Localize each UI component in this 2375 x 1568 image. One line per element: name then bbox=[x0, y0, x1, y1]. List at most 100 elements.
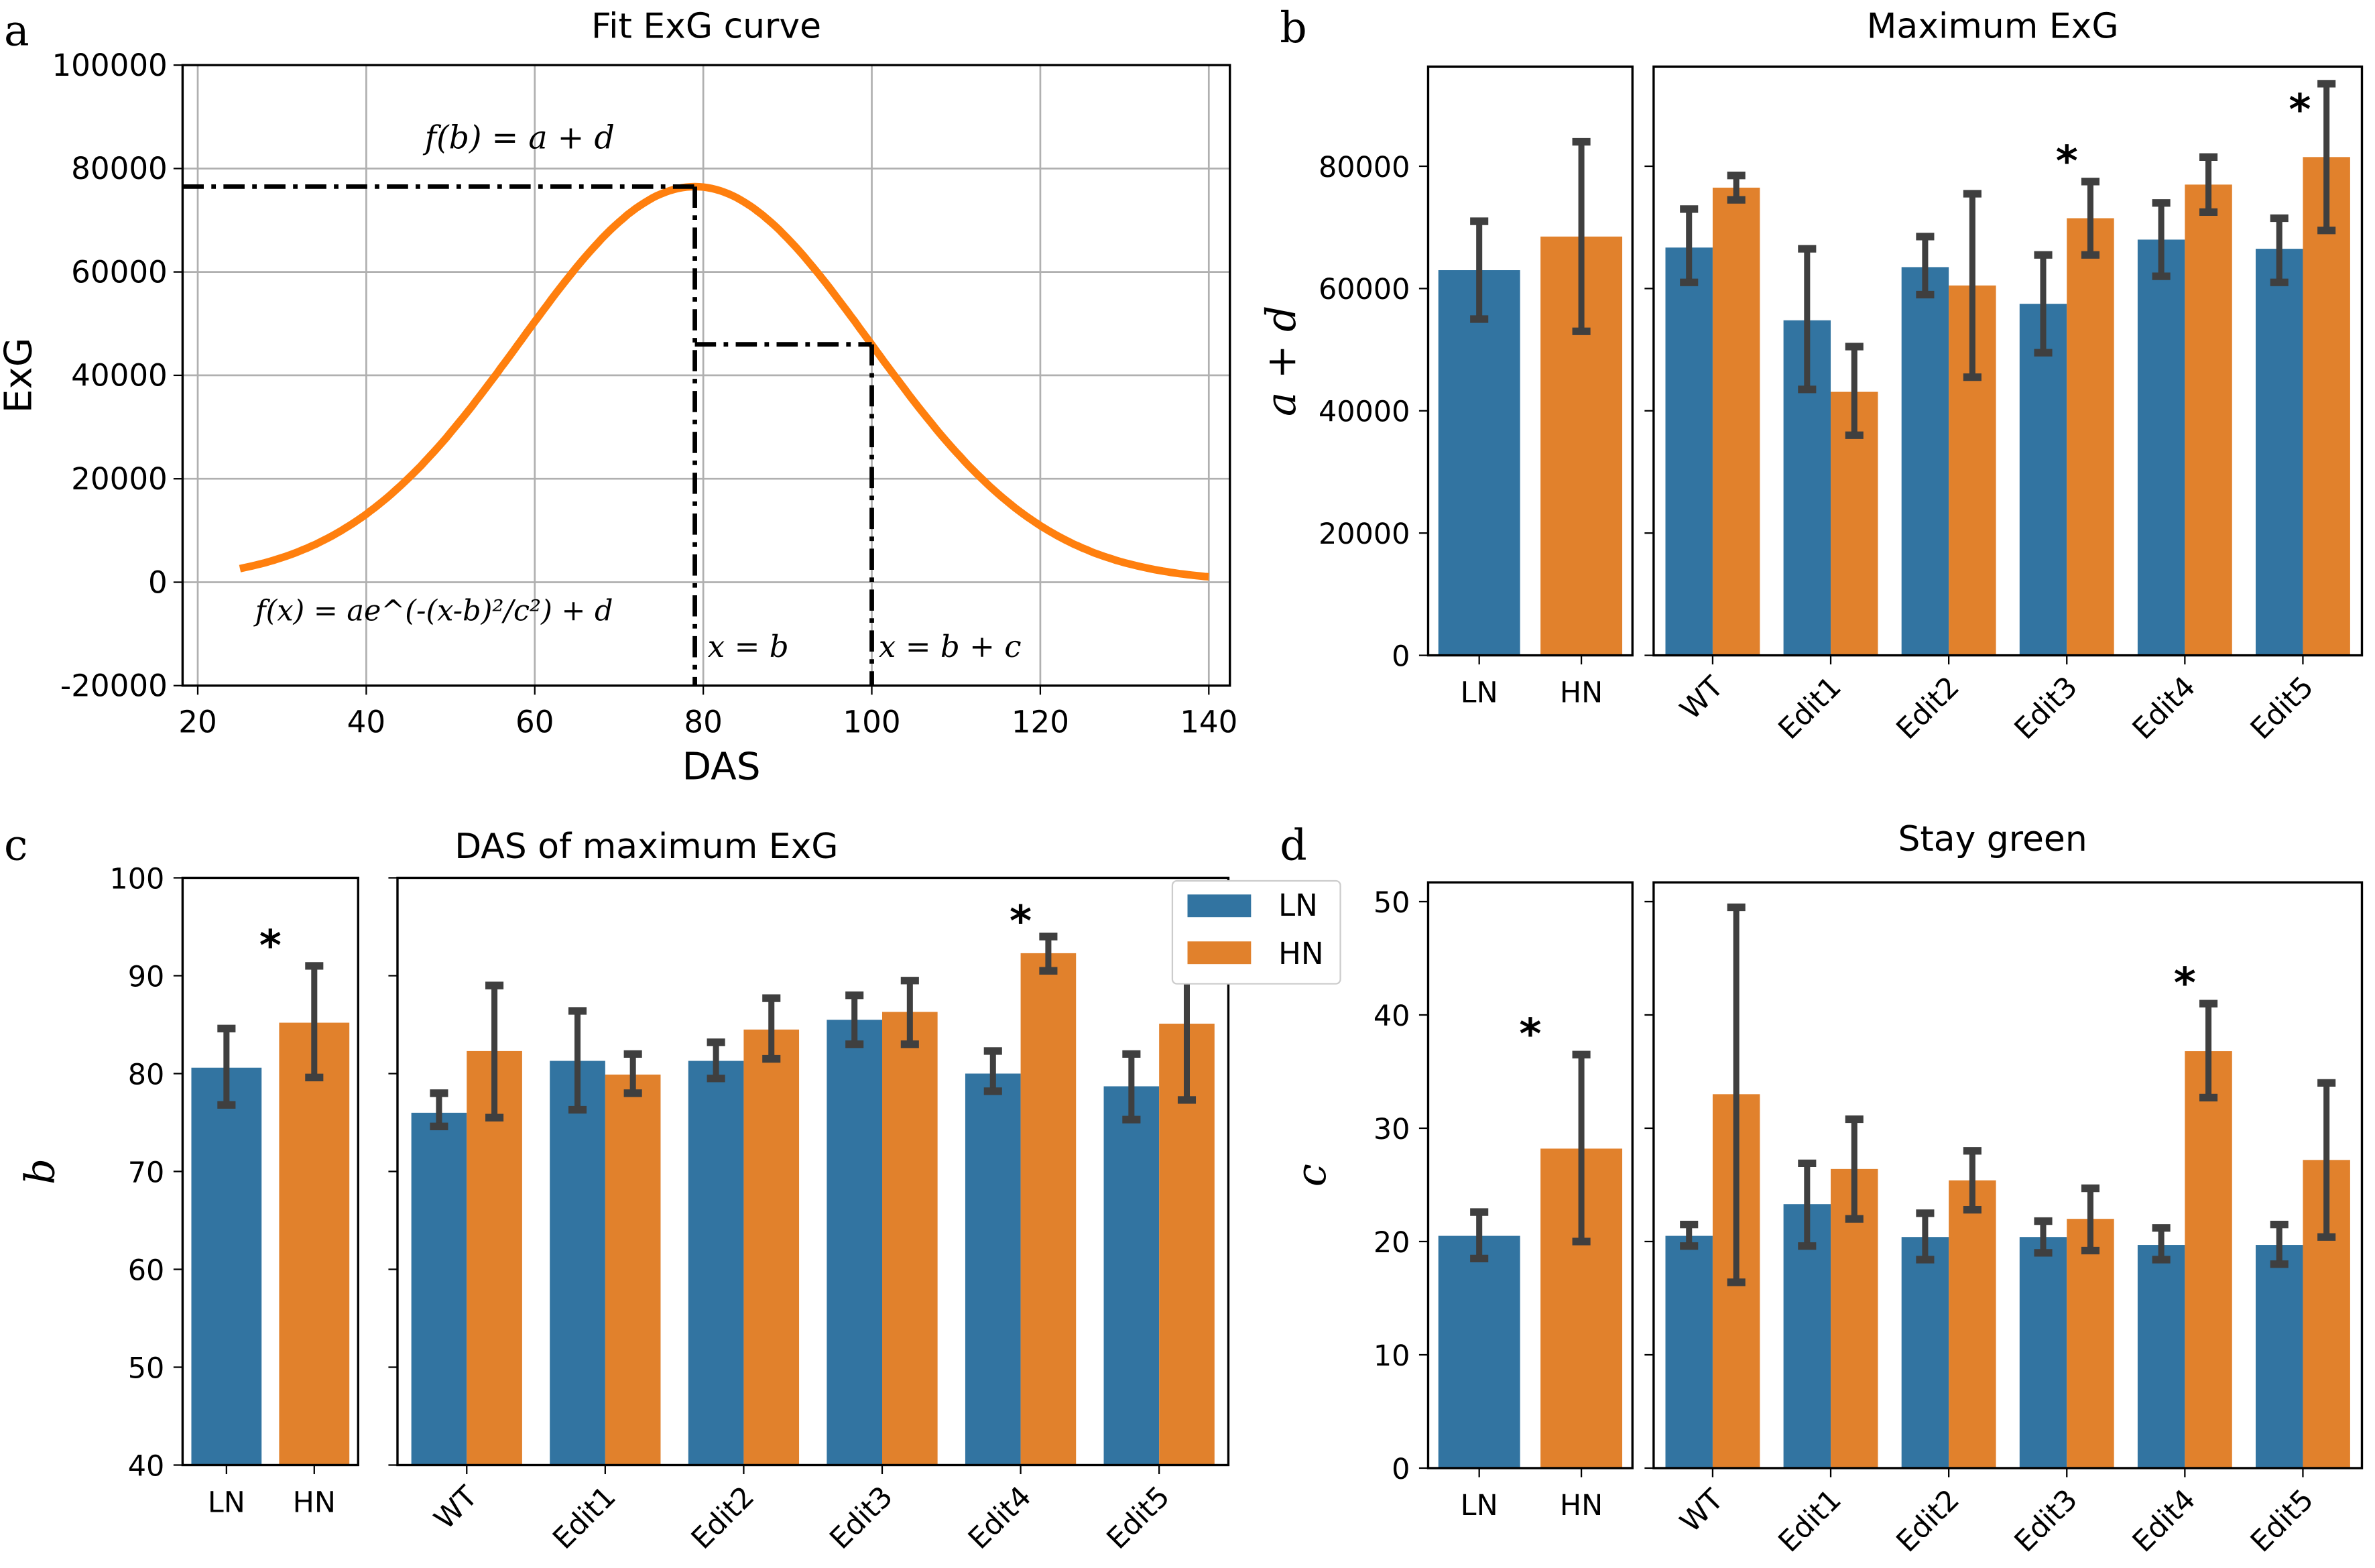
bar-ln bbox=[1438, 1235, 1520, 1468]
y-tick-label: 80000 bbox=[1319, 151, 1410, 184]
bar-edit3-hn bbox=[882, 1012, 938, 1465]
y-tick-label: 100 bbox=[109, 862, 164, 896]
x-tick-label: 60 bbox=[515, 705, 554, 740]
bar-edit2-hn bbox=[1949, 1180, 1996, 1468]
annotation-xb: x = b bbox=[708, 629, 789, 664]
x-tick-label: Edit4 bbox=[2126, 670, 2202, 746]
panel-label-d: d bbox=[1280, 820, 1306, 869]
bar-wt-ln bbox=[1665, 247, 1713, 656]
y-tick-label: 0 bbox=[1392, 640, 1410, 673]
y-tick-label: 40000 bbox=[1319, 396, 1410, 429]
x-tick-label: Edit3 bbox=[2008, 670, 2084, 746]
panel-label-a: a bbox=[4, 6, 29, 56]
bar-edit4-ln bbox=[965, 1073, 1021, 1465]
x-tick-label: Edit5 bbox=[2244, 1483, 2320, 1559]
subplot-frame-overall bbox=[181, 876, 359, 1467]
y-tick-label: 40 bbox=[128, 1449, 165, 1483]
bar-edit1-ln bbox=[550, 1061, 605, 1465]
y-tick-label: 40 bbox=[1374, 1000, 1410, 1033]
x-tick-label: Edit2 bbox=[685, 1480, 761, 1556]
y-axis-label: a + d bbox=[1258, 306, 1305, 416]
significance-star: * bbox=[2056, 136, 2078, 186]
annotation-xbc: x = b + c bbox=[879, 629, 1022, 664]
y-tick-label: 60 bbox=[128, 1254, 165, 1287]
bar-ln bbox=[1438, 270, 1520, 656]
bar-edit5-ln bbox=[1103, 1086, 1160, 1465]
y-tick-label: 30 bbox=[1374, 1113, 1410, 1146]
x-tick-label: HN bbox=[293, 1486, 336, 1519]
x-tick-label: Edit1 bbox=[1772, 670, 1848, 746]
chart-title: Stay green bbox=[1898, 819, 2087, 859]
x-tick-label: Edit4 bbox=[962, 1480, 1038, 1556]
significance-star: * bbox=[2289, 84, 2311, 134]
y-tick-label: 0 bbox=[148, 564, 168, 600]
bar-ln bbox=[191, 1067, 262, 1465]
x-tick-label: Edit2 bbox=[1890, 1483, 1966, 1559]
x-tick-label: WT bbox=[1674, 1483, 1730, 1539]
bar-edit1-hn bbox=[605, 1074, 661, 1465]
bar-edit3-ln bbox=[2019, 304, 2067, 656]
subplot-frame-overall bbox=[1426, 65, 1634, 657]
x-tick-label: LN bbox=[208, 1486, 245, 1519]
y-tick-label: 10 bbox=[1374, 1339, 1410, 1373]
x-tick-label: WT bbox=[428, 1480, 484, 1536]
y-tick-label: 60000 bbox=[71, 254, 168, 290]
y-tick-label: 80000 bbox=[71, 151, 168, 186]
bar-edit2-ln bbox=[688, 1061, 744, 1465]
bar-wt-hn bbox=[1712, 187, 1760, 656]
y-tick-label: -20000 bbox=[60, 668, 168, 704]
y-tick-label: 90 bbox=[128, 960, 165, 993]
subplot-frame-groups bbox=[1652, 881, 2364, 1469]
y-tick-label: 100000 bbox=[52, 48, 167, 83]
bar-edit2-hn bbox=[743, 1029, 800, 1465]
x-tick-label: Edit3 bbox=[823, 1480, 899, 1556]
x-tick-label: Edit1 bbox=[1772, 1483, 1848, 1559]
x-tick-label: 80 bbox=[684, 705, 722, 740]
y-tick-label: 80 bbox=[128, 1058, 165, 1091]
x-tick-label: Edit4 bbox=[2126, 1483, 2202, 1559]
panel-label-b: b bbox=[1280, 3, 1306, 52]
y-axis-label: b bbox=[16, 1158, 64, 1185]
bar-edit3-hn bbox=[2067, 1219, 2114, 1468]
x-tick-label: Edit2 bbox=[1890, 670, 1966, 746]
bar-edit3-ln bbox=[2019, 1237, 2067, 1468]
y-tick-label: 20000 bbox=[71, 461, 168, 497]
bar-edit3-ln bbox=[827, 1020, 883, 1465]
bar-edit4-ln bbox=[2137, 239, 2185, 656]
legend-swatch-ln bbox=[1187, 894, 1252, 918]
x-tick-label: 140 bbox=[1180, 705, 1237, 740]
legend-label-ln: LN bbox=[1278, 888, 1318, 923]
significance-star: * bbox=[259, 920, 282, 970]
subplot-frame-overall bbox=[1426, 881, 1634, 1469]
fit-curve bbox=[239, 182, 1209, 581]
y-tick-label: 70 bbox=[128, 1156, 165, 1189]
y-tick-label: 50 bbox=[1374, 886, 1410, 920]
chart-title: DAS of maximum ExG bbox=[454, 827, 838, 867]
legend-label-hn: HN bbox=[1278, 936, 1324, 971]
y-tick-label: 20000 bbox=[1319, 518, 1410, 551]
x-tick-label: Edit1 bbox=[546, 1480, 622, 1556]
x-tick-label: LN bbox=[1461, 676, 1498, 710]
bar-edit4-hn bbox=[1020, 953, 1077, 1465]
significance-star: * bbox=[2174, 958, 2196, 1008]
bar-edit4-hn bbox=[2185, 1051, 2232, 1468]
x-tick-label: HN bbox=[1560, 1489, 1603, 1522]
bar-wt-ln bbox=[1665, 1235, 1713, 1468]
x-tick-label: 100 bbox=[843, 705, 900, 740]
y-tick-label: 60000 bbox=[1319, 273, 1410, 306]
bar-edit4-ln bbox=[2137, 1245, 2185, 1468]
subplot-frame-groups bbox=[1652, 65, 2364, 657]
y-tick-label: 40000 bbox=[71, 358, 168, 394]
bar-wt-ln bbox=[411, 1112, 467, 1465]
annotation-fb: f(b) = a + d bbox=[423, 119, 615, 156]
x-tick-label: LN bbox=[1461, 1489, 1498, 1522]
significance-star: * bbox=[1519, 1009, 1541, 1059]
y-tick-label: 20 bbox=[1374, 1226, 1410, 1260]
x-tick-label: 20 bbox=[178, 705, 217, 740]
legend-swatch-hn bbox=[1187, 941, 1252, 965]
bar-hn bbox=[279, 1022, 350, 1465]
x-tick-label: HN bbox=[1560, 676, 1603, 710]
subplot-frame-groups bbox=[396, 876, 1230, 1467]
x-tick-label: 120 bbox=[1012, 705, 1069, 740]
x-tick-label: 40 bbox=[347, 705, 385, 740]
